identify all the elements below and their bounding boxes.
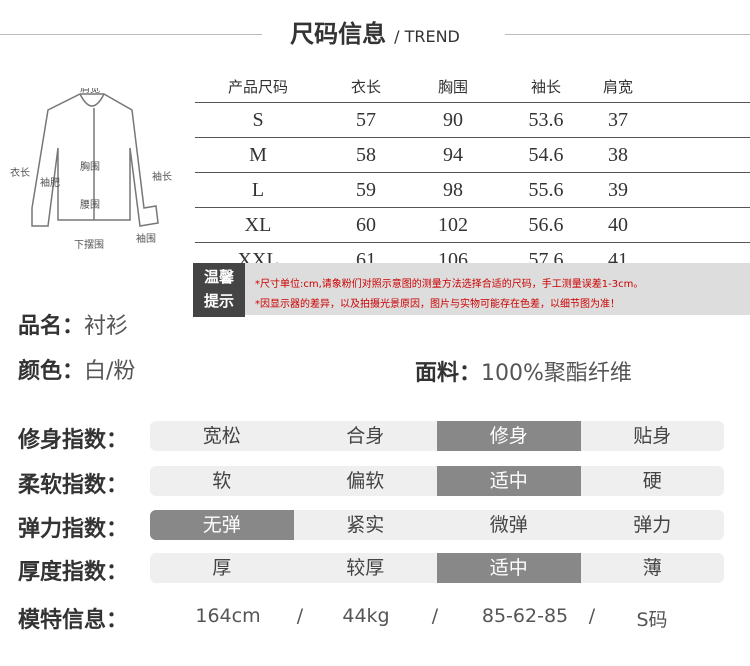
- page-title: 尺码信息 / TREND: [0, 14, 750, 49]
- fabric-value: 100%聚酯纤维: [481, 361, 632, 386]
- index-option: 弹力: [633, 514, 672, 536]
- table-cell: 胸围: [437, 78, 469, 96]
- name-label: 品名：: [18, 314, 85, 339]
- index-scale: 无弹 紧实 微弹 弹力: [150, 510, 724, 540]
- table-cell: 94: [443, 144, 463, 166]
- product-name: 品名：衬衫: [18, 308, 128, 340]
- table-row: XL 60 102 56.6 40: [195, 208, 750, 243]
- table-cell: 90: [443, 109, 463, 131]
- color-value: 白/粉: [84, 359, 136, 384]
- notice-line: *尺寸单位:cm,请象粉们对照示意图的测量方法选择合适的尺码，手工测量误差1-3…: [255, 279, 644, 290]
- product-fabric: 面料：100%聚酯纤维: [415, 355, 632, 387]
- table-cell: 57: [356, 109, 376, 131]
- index-option: 紧实: [346, 514, 385, 536]
- table-row: L 59 98 55.6 39: [195, 173, 750, 208]
- index-label: 柔软指数：: [18, 473, 129, 498]
- model-label: 模特信息：: [18, 608, 129, 633]
- color-label: 颜色：: [18, 359, 85, 384]
- index-option: 合身: [346, 425, 385, 447]
- table-cell: 53.6: [528, 109, 564, 131]
- table-cell: 衣长: [350, 78, 382, 96]
- table-cell: M: [249, 144, 267, 166]
- divider: [0, 34, 262, 35]
- index-scale: 宽松 合身 修身 贴身: [150, 421, 724, 451]
- model-measurements: 85-62-85: [481, 605, 569, 627]
- separator: /: [588, 605, 596, 627]
- table-row: S 57 90 53.6 37: [195, 103, 750, 138]
- index-option: 软: [212, 470, 232, 492]
- index-scale: 厚 较厚 适中 薄: [150, 553, 724, 583]
- label-sleeve-length: 袖长: [152, 170, 172, 183]
- title-text: 尺码信息: [290, 20, 387, 48]
- notice-tag-line: 温馨: [203, 268, 234, 286]
- table-cell: 56.6: [528, 214, 564, 236]
- index-option: 偏软: [346, 470, 385, 492]
- label-length: 衣长: [10, 166, 30, 179]
- index-label: 修身指数：: [18, 428, 129, 453]
- title-subtitle: / TREND: [394, 27, 460, 46]
- index-option-selected: 无弹: [150, 510, 294, 540]
- table-cell: 38: [608, 144, 628, 166]
- table-cell: 37: [608, 109, 628, 131]
- table-cell: 58: [356, 144, 376, 166]
- index-label: 弹力指数：: [18, 517, 129, 542]
- table-cell: 39: [608, 179, 628, 201]
- index-scale: 软 偏软 适中 硬: [150, 466, 724, 496]
- table-row: M 58 94 54.6 38: [195, 138, 750, 173]
- label-chest: 胸围: [80, 160, 100, 173]
- table-cell: 袖长: [530, 78, 562, 96]
- index-option-selected: 修身: [437, 421, 581, 451]
- label-sleeve-width: 袖肥: [40, 176, 60, 189]
- index-label: 厚度指数：: [18, 560, 129, 585]
- notice-box: 温馨提示 *尺寸单位:cm,请象粉们对照示意图的测量方法选择合适的尺码，手工测量…: [193, 263, 750, 317]
- shirt-diagram: 肩宽 衣长 袖肥 胸围 腰围 袖长 下摆围 袖围: [10, 88, 172, 251]
- index-option-selected: 适中: [437, 553, 581, 583]
- fabric-label: 面料：: [415, 361, 482, 386]
- table-cell: L: [251, 179, 265, 201]
- divider: [505, 34, 750, 35]
- model-height: 164cm: [195, 605, 261, 627]
- label-shoulder: 肩宽: [80, 88, 100, 95]
- table-cell: XL: [244, 214, 272, 236]
- notice-tag: 温馨 提示: [193, 263, 245, 317]
- table-cell: 98: [443, 179, 463, 201]
- label-cuff: 袖围: [136, 232, 156, 245]
- notice-tag-line: 提示: [203, 292, 234, 310]
- size-table: 产品尺码 衣长 胸围 袖长 肩宽 S 57 90 53.6 37 M 58 94 54.6 38 L 59 98 5…: [195, 70, 750, 278]
- index-option: 厚: [212, 557, 232, 579]
- index-option-selected: 适中: [437, 466, 581, 496]
- label-waist: 腰围: [80, 199, 100, 211]
- index-option: 硬: [642, 470, 662, 492]
- diagram-labels: 肩宽 衣长 袖肥 胸围 腰围 袖长 下摆围 袖围: [10, 88, 172, 251]
- table-cell: 40: [608, 214, 628, 236]
- index-option: 微弹: [489, 514, 528, 536]
- model-weight: 44kg: [342, 605, 390, 627]
- table-cell: 55.6: [528, 179, 564, 201]
- table-cell: 54.6: [528, 144, 564, 166]
- label-hem: 下摆围: [74, 238, 104, 251]
- name-value: 衬衫: [84, 314, 129, 339]
- table-cell: 产品尺码: [227, 78, 289, 96]
- table-cell: 60: [356, 214, 376, 236]
- index-option: 薄: [642, 557, 662, 579]
- table-cell: 59: [356, 179, 376, 201]
- table-cell: 102: [438, 214, 468, 236]
- product-color: 颜色：白/粉: [18, 353, 135, 385]
- index-option: 宽松: [202, 425, 241, 447]
- table-cell: S: [252, 109, 264, 131]
- table-cell: 肩宽: [602, 78, 634, 96]
- table-header: 产品尺码 衣长 胸围 袖长 肩宽: [195, 70, 750, 103]
- index-option: 贴身: [633, 425, 672, 447]
- separator: /: [296, 605, 304, 627]
- model-size: S码: [636, 609, 668, 631]
- index-option: 较厚: [346, 557, 385, 579]
- separator: /: [431, 605, 439, 627]
- notice-line: *因显示器的差异，以及拍摄光景原因，图片与实物可能存在色差，以细节图为准！: [255, 299, 620, 310]
